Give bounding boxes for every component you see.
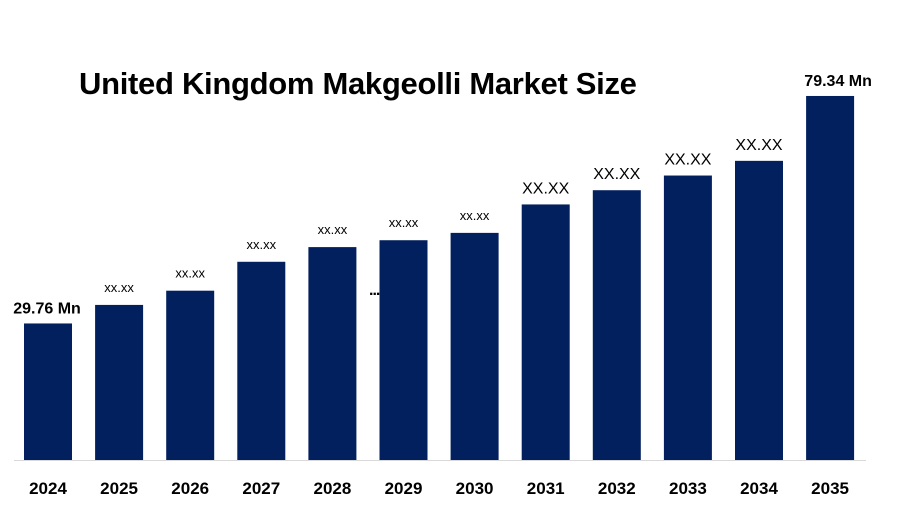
data-label-2026: xx.xx — [175, 266, 205, 281]
data-label-2030: xx.xx — [460, 208, 490, 223]
data-label-2028: xx.xx — [318, 222, 348, 237]
bar-2030 — [450, 232, 499, 460]
bar-2034 — [735, 160, 783, 461]
x-tick-label-2033: 2033 — [669, 479, 707, 498]
chart-title: United Kingdom Makgeolli Market Size — [79, 66, 637, 101]
data-label-2034: XX.XX — [735, 137, 782, 154]
x-tick-label-2029: 2029 — [385, 479, 423, 498]
x-tick-label-2026: 2026 — [171, 479, 209, 498]
x-tick-label-2027: 2027 — [242, 479, 280, 498]
x-tick-label-2032: 2032 — [598, 479, 636, 498]
data-label-2024: 29.76 Mn — [13, 300, 81, 317]
data-label-2033: XX.XX — [664, 152, 711, 169]
ellipsis-annotation: ... — [369, 282, 380, 299]
x-tick-label-2034: 2034 — [740, 479, 778, 498]
x-tick-label-2030: 2030 — [456, 479, 494, 498]
x-tick-label-2028: 2028 — [313, 479, 351, 498]
data-label-2035: 79.34 Mn — [804, 73, 872, 90]
bar-2032 — [592, 190, 641, 460]
bar-2027 — [237, 261, 286, 460]
data-label-2032: XX.XX — [593, 166, 640, 183]
bar-2028 — [308, 247, 357, 460]
x-tick-label-2035: 2035 — [811, 479, 849, 498]
bar-2029 — [379, 240, 428, 460]
data-label-2025: xx.xx — [104, 280, 134, 295]
data-label-2027: xx.xx — [246, 237, 276, 252]
x-tick-label-2024: 2024 — [29, 479, 67, 498]
x-tick-label-2031: 2031 — [527, 479, 565, 498]
bar-2035 — [806, 95, 855, 460]
data-label-2031: XX.XX — [522, 180, 569, 197]
bar-2024 — [24, 323, 72, 460]
bar-2025 — [95, 304, 144, 460]
x-tick-label-2025: 2025 — [100, 479, 138, 498]
bar-2031 — [521, 204, 570, 460]
data-label-2029: xx.xx — [389, 215, 419, 230]
bar-2026 — [166, 290, 215, 460]
bar-2033 — [663, 175, 712, 460]
